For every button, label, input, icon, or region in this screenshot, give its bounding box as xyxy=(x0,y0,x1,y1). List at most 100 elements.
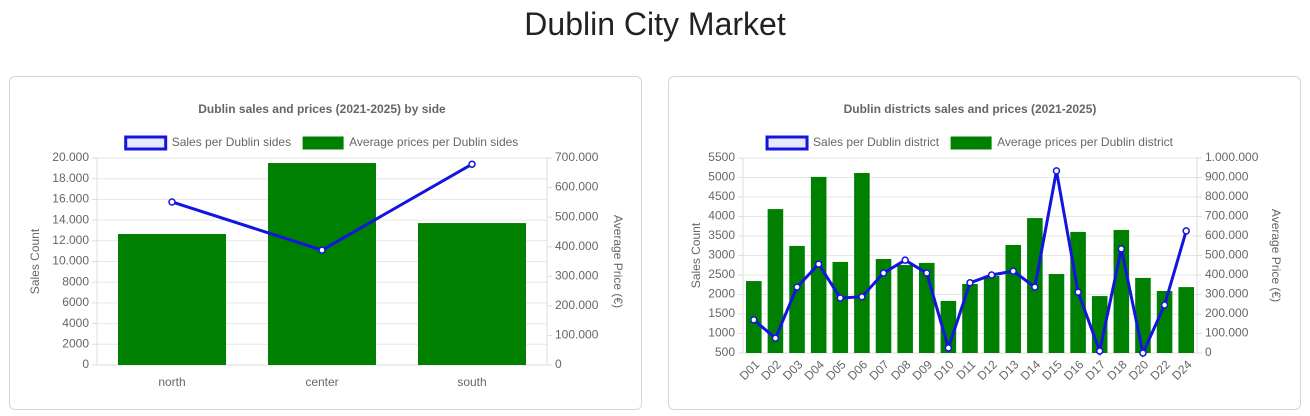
x-tick-label: D11 xyxy=(954,357,979,382)
x-tick-label: D05 xyxy=(823,357,849,383)
legend-swatch xyxy=(302,136,344,150)
bar xyxy=(983,275,1000,353)
y2-tick-label: 600.000 xyxy=(1205,228,1249,242)
bar xyxy=(268,163,376,365)
legend-label: Sales per Dublin sides xyxy=(172,135,291,149)
x-tick-label: D03 xyxy=(780,357,806,383)
y2-tick-label: 600.000 xyxy=(555,180,599,194)
bar xyxy=(767,209,784,353)
x-tick-label: D20 xyxy=(1126,357,1152,383)
y-tick-label: 18.000 xyxy=(52,171,89,185)
y-tick-label: 8000 xyxy=(62,274,89,288)
chart: Dublin districts sales and prices (2021-… xyxy=(689,102,1283,383)
bar xyxy=(1005,244,1022,353)
y2-tick-label: 200.000 xyxy=(555,298,599,312)
y2-tick-label: 100.000 xyxy=(555,328,599,342)
legend-swatch xyxy=(124,135,168,151)
bar xyxy=(875,259,892,353)
y2-tick-label: 1.000.000 xyxy=(1205,150,1259,164)
x-tick-label: D04 xyxy=(802,357,828,383)
x-tick-label: D18 xyxy=(1104,357,1130,383)
y-tick-label: 4000 xyxy=(62,316,89,330)
x-tick-label: center xyxy=(305,375,338,389)
y-tick-label: 4500 xyxy=(708,189,735,203)
y-axis-title: Sales Count xyxy=(28,228,42,294)
x-tick-label: D09 xyxy=(910,357,936,383)
x-tick-label: D10 xyxy=(931,357,957,383)
y-tick-label: 1500 xyxy=(708,306,735,320)
x-tick-label: south xyxy=(457,375,486,389)
bar xyxy=(897,265,913,353)
y2-tick-label: 500.000 xyxy=(555,209,599,223)
y2-tick-label: 200.000 xyxy=(1205,306,1249,320)
x-tick-label: north xyxy=(158,375,185,389)
x-tick-label: D13 xyxy=(996,357,1022,383)
y2-tick-label: 900.000 xyxy=(1205,170,1249,184)
point xyxy=(923,269,931,277)
y-tick-label: 500 xyxy=(715,345,735,359)
point xyxy=(944,344,953,352)
x-tick-label: D06 xyxy=(845,357,871,383)
y-tick-label: 2000 xyxy=(62,336,89,350)
bar xyxy=(1178,287,1194,353)
x-tick-label: D14 xyxy=(1018,357,1044,383)
point xyxy=(1009,267,1017,275)
y2-tick-label: 400.000 xyxy=(1205,267,1249,281)
point xyxy=(1074,288,1082,296)
point xyxy=(318,246,326,254)
y2-tick-label: 0 xyxy=(555,357,562,371)
legend-swatch xyxy=(765,135,809,151)
y2-tick-label: 700.000 xyxy=(1205,209,1249,223)
legend-swatch xyxy=(950,136,992,150)
legend: Sales per Dublin district Average prices … xyxy=(765,135,1174,151)
y-tick-label: 14.000 xyxy=(52,212,89,226)
y2-tick-label: 400.000 xyxy=(555,239,599,253)
bar xyxy=(962,283,978,353)
x-tick-label: D24 xyxy=(1169,357,1195,383)
point xyxy=(1182,227,1190,235)
y-tick-label: 6000 xyxy=(62,295,89,309)
y2-tick-label: 500.000 xyxy=(1205,248,1249,262)
point xyxy=(1031,283,1039,291)
point xyxy=(987,271,996,279)
y2-tick-label: 300.000 xyxy=(1205,287,1249,301)
bar xyxy=(418,223,526,365)
point xyxy=(879,269,888,277)
chart-title: Dublin sales and prices (2021-2025) by s… xyxy=(198,102,446,116)
point xyxy=(1052,167,1061,175)
y-tick-label: 0 xyxy=(82,357,89,371)
y-tick-label: 5500 xyxy=(708,150,735,164)
point xyxy=(901,256,909,264)
y-tick-label: 3000 xyxy=(708,248,735,262)
y2-tick-label: 700.000 xyxy=(555,150,599,164)
chart: Dublin sales and prices (2021-2025) by s… xyxy=(28,102,625,389)
point xyxy=(1160,301,1169,309)
point xyxy=(836,294,845,302)
legend-label: Average prices per Dublin sides xyxy=(349,135,518,149)
point xyxy=(1095,347,1104,355)
x-tick-label: D08 xyxy=(888,357,914,383)
bar xyxy=(1156,290,1173,353)
bar xyxy=(1048,274,1065,353)
point xyxy=(966,279,974,287)
y2-axis-title: Average Price (€) xyxy=(1269,209,1283,302)
y-tick-label: 12.000 xyxy=(52,233,89,247)
point xyxy=(1117,245,1126,253)
y-tick-label: 16.000 xyxy=(52,192,89,206)
legend-label: Average prices per Dublin district xyxy=(997,135,1174,149)
chart-title: Dublin districts sales and prices (2021-… xyxy=(844,102,1097,116)
point xyxy=(468,160,476,168)
y-tick-label: 2000 xyxy=(708,287,735,301)
y-tick-label: 4000 xyxy=(708,209,735,223)
y2-tick-label: 300.000 xyxy=(555,268,599,282)
y-tick-label: 20.000 xyxy=(52,150,89,164)
point xyxy=(793,283,801,291)
x-tick-label: D15 xyxy=(1039,357,1065,383)
point xyxy=(771,334,780,342)
legend-label: Sales per Dublin district xyxy=(813,135,940,149)
y-tick-label: 5000 xyxy=(708,170,735,184)
chart-card: Dublin districts sales and prices (2021-… xyxy=(668,76,1301,410)
x-tick-label: D12 xyxy=(975,357,1001,383)
y-tick-label: 1000 xyxy=(708,326,735,340)
